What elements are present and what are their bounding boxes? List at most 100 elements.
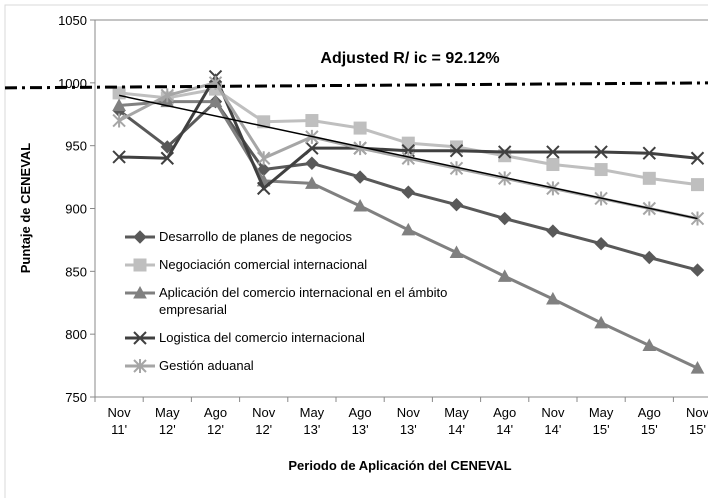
x-tick-label-line: 12'	[255, 422, 272, 437]
legend-entry: Gestión aduanal	[125, 357, 465, 374]
marker	[353, 198, 367, 212]
legend-label: Negociación comercial internacional	[159, 257, 368, 272]
marker	[353, 121, 367, 135]
marker	[353, 141, 367, 156]
y-tick-label: 1050	[58, 13, 87, 28]
marker	[133, 258, 147, 272]
y-tick-label: 750	[65, 390, 87, 405]
marker	[160, 88, 175, 103]
marker	[449, 198, 464, 212]
marker	[353, 170, 367, 184]
chart-border	[4, 4, 708, 498]
y-tick-label: 800	[65, 327, 87, 342]
marker	[690, 263, 705, 277]
x-tick-label: Ago 12'	[204, 405, 227, 437]
marker	[112, 86, 126, 100]
marker	[594, 163, 608, 177]
x-tick-label-line: Nov	[686, 405, 708, 420]
legend-entry: Aplicación del comercio internacional en…	[125, 284, 465, 318]
marker	[133, 359, 147, 373]
x-tick-label-line: 12'	[207, 422, 224, 437]
x-tick-label: Nov 15'	[686, 405, 708, 437]
x-tick-label-line: 13'	[352, 422, 369, 437]
x-tick-label-line: 13'	[303, 422, 320, 437]
legend-label: Logistica del comercio internacional	[159, 330, 365, 345]
x-tick-label-line: 14'	[544, 422, 561, 437]
x-tick-label-line: Ago	[204, 405, 227, 420]
x-tick-label: Nov 12'	[252, 405, 276, 437]
y-tick-label: 850	[65, 264, 87, 279]
marker	[112, 98, 126, 111]
marker	[594, 145, 608, 159]
marker	[642, 338, 657, 351]
x-tick-label-line: Nov	[397, 405, 421, 420]
marker	[642, 250, 657, 265]
legend-entry: Logistica del comercio internacional	[125, 329, 465, 346]
legend-entry: Desarrollo de planes de negocios	[125, 228, 465, 245]
legend-label: Aplicación del comercio internacional en…	[159, 285, 448, 317]
x-tick-label: Ago 14'	[493, 405, 516, 437]
marker	[690, 151, 705, 165]
x-tick-label-line: 12'	[159, 422, 176, 437]
marker	[133, 285, 147, 299]
marker	[256, 151, 271, 166]
marker	[546, 224, 560, 238]
marker	[690, 361, 705, 374]
legend-label: Desarrollo de planes de negocios	[159, 229, 352, 244]
trendline	[4, 81, 708, 90]
x-tick-label-line: 14'	[448, 422, 465, 437]
marker	[305, 114, 319, 128]
y-tick-label: 950	[65, 139, 87, 154]
x-tick-label-line: May	[300, 405, 325, 420]
legend-entry: Negociación comercial internacional	[125, 256, 465, 273]
x-tick-label: Nov 11'	[108, 405, 132, 437]
x-tick-label: Nov 13'	[397, 405, 421, 437]
marker	[546, 291, 560, 305]
marker	[160, 151, 175, 165]
marker	[546, 145, 560, 159]
x-tick-label-line: 15'	[593, 422, 610, 437]
x-tick-label-line: Ago	[493, 405, 516, 420]
x-tick-label: May 15'	[589, 405, 614, 437]
legend-swatch	[125, 258, 155, 272]
x-tick-label: May 14'	[444, 405, 469, 437]
legend-label: Gestión aduanal	[159, 358, 254, 373]
marker	[497, 145, 512, 159]
x-tick-label: May 12'	[155, 405, 180, 437]
x-tick-label: Nov 14'	[541, 405, 565, 437]
marker	[449, 245, 464, 258]
marker	[401, 222, 416, 236]
marker	[642, 146, 657, 160]
marker	[401, 185, 416, 199]
annotation: Adjusted R/ ic = 92.12%	[320, 50, 499, 67]
x-tick-label-line: Ago	[349, 405, 372, 420]
marker	[401, 136, 415, 150]
marker	[546, 158, 560, 172]
marker	[112, 150, 126, 164]
x-tick-label-line: May	[589, 405, 614, 420]
x-tick-label-line: 11'	[111, 422, 127, 437]
x-tick-label: Ago 15'	[638, 405, 661, 437]
legend: Desarrollo de planes de negocios Negociac…	[125, 228, 465, 385]
marker	[133, 331, 147, 345]
legend-swatch	[125, 230, 155, 244]
marker	[305, 141, 319, 155]
marker	[497, 171, 512, 186]
marker	[112, 113, 126, 128]
legend-swatch	[125, 285, 155, 299]
x-tick-label-line: Nov	[541, 405, 565, 420]
y-tick-label: 900	[65, 202, 87, 217]
marker	[497, 269, 512, 282]
marker	[305, 176, 319, 189]
marker	[691, 178, 704, 192]
legend-swatch	[125, 331, 155, 345]
marker	[160, 140, 175, 154]
x-tick-label-line: 14'	[496, 422, 513, 437]
marker	[449, 143, 464, 158]
x-tick-label-line: 13'	[400, 422, 417, 437]
x-tick-label-line: Ago	[638, 405, 661, 420]
marker	[208, 94, 223, 108]
y-axis-label: Puntaje de CENEVAL	[18, 143, 33, 274]
marker	[256, 181, 271, 196]
